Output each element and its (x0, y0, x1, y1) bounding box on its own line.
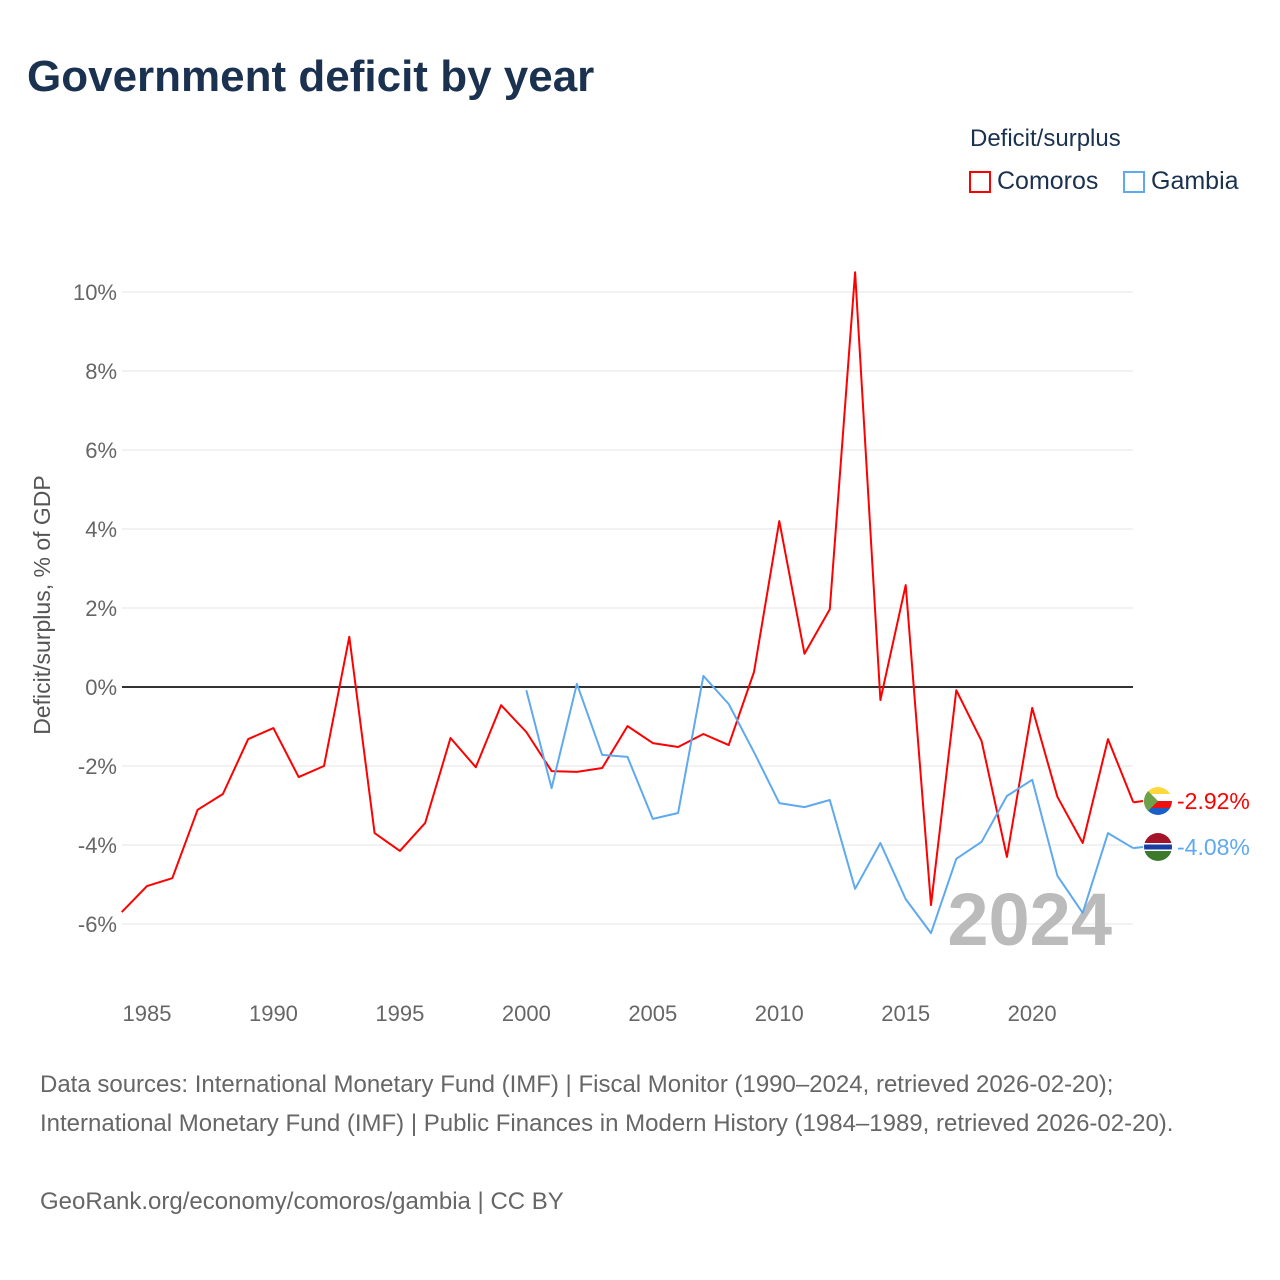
x-tick-label: 2020 (1008, 1001, 1057, 1026)
x-tick-label: 2010 (755, 1001, 804, 1026)
end-value-label: -2.92% (1177, 788, 1250, 814)
y-tick-label: -4% (78, 833, 117, 858)
y-tick-label: 6% (85, 438, 117, 463)
y-tick-label: -6% (78, 912, 117, 937)
x-tick-label: 1990 (249, 1001, 298, 1026)
x-tick-label: 2005 (628, 1001, 677, 1026)
y-tick-label: 8% (85, 359, 117, 384)
legend-item-comoros[interactable]: Comoros (969, 167, 1098, 196)
footer-credit: GeoRank.org/economy/comoros/gambia | CC … (40, 1188, 564, 1215)
legend-swatch (969, 170, 991, 193)
series-line-gambia (525, 674, 1134, 935)
comoros-flag-icon (1144, 787, 1172, 815)
series-line-comoros (120, 271, 1135, 913)
gambia-flag-icon (1144, 833, 1172, 861)
legend-title: Deficit/surplus (970, 125, 1121, 152)
y-axis-label: Deficit/surplus, % of GDP (29, 475, 55, 734)
legend-swatch (1123, 170, 1145, 193)
legend-label: Comoros (997, 167, 1099, 195)
end-connector (1133, 846, 1144, 850)
footer-sources: Data sources: International Monetary Fun… (40, 1071, 1174, 1137)
year-label: 2024 (947, 878, 1112, 961)
end-value-label: -4.08% (1177, 834, 1250, 860)
y-tick-label: 0% (85, 675, 117, 700)
chart-title: Government deficit by year (27, 52, 595, 101)
y-tick-label: -2% (78, 754, 117, 779)
y-tick-label: 10% (73, 280, 117, 305)
legend-label: Gambia (1151, 167, 1239, 195)
end-connector (1133, 800, 1144, 804)
y-tick-label: 2% (85, 596, 117, 621)
x-tick-label: 1985 (123, 1001, 172, 1026)
x-tick-label: 2000 (502, 1001, 551, 1026)
x-tick-label: 1995 (375, 1001, 424, 1026)
legend-item-gambia[interactable]: Gambia (1123, 167, 1239, 196)
x-tick-label: 2015 (881, 1001, 930, 1026)
y-tick-label: 4% (85, 517, 117, 542)
